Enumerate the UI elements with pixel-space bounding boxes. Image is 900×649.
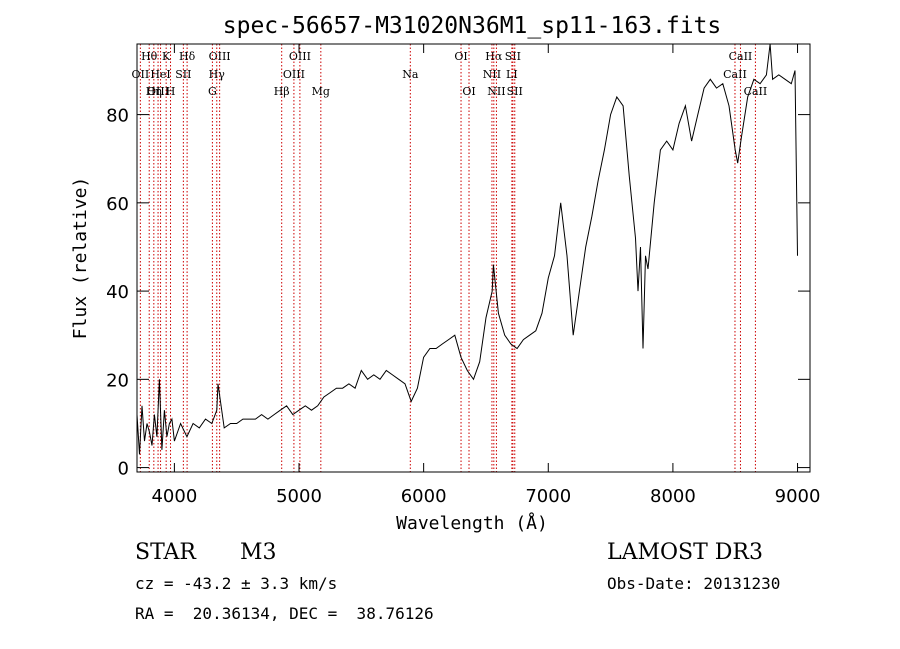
y-tick-label: 60 (106, 194, 129, 215)
spectral-line-label: G (208, 85, 217, 98)
spectral-line-label: NII (487, 85, 505, 98)
spectral-line-label: OIII (147, 85, 169, 98)
spectral-line-label: Hα (485, 50, 503, 63)
spectral-line-label: OIII (209, 50, 231, 63)
spectral-line-label: Hδ (179, 50, 196, 63)
spectral-line-label: Hβ (274, 85, 290, 98)
survey-name: LAMOST DR3 (607, 540, 763, 565)
spectral-line-label: SII (505, 50, 521, 63)
redshift-cz: cz = -43.2 ± 3.3 km/s (135, 574, 338, 593)
spectral-line-label: Hγ (209, 68, 226, 81)
spectral-line-label: CaII (723, 68, 747, 81)
y-tick-label: 20 (106, 370, 129, 391)
y-tick-label: 80 (106, 106, 129, 127)
y-tick-label: 40 (106, 282, 129, 303)
spectral-line-label: H (166, 85, 176, 98)
object-type: STAR (135, 540, 196, 565)
spectral-line-label: CaII (729, 50, 753, 63)
x-tick-label: 6000 (401, 486, 447, 507)
object-subclass: M3 (240, 540, 277, 565)
spectral-line-label: OI (454, 50, 467, 63)
spectral-line-label: OIII (283, 68, 305, 81)
x-tick-label: 5000 (276, 486, 322, 507)
y-tick-label: 0 (118, 459, 129, 480)
spectral-line-label: LI (506, 68, 518, 81)
x-tick-label: 9000 (775, 486, 821, 507)
ra-dec: RA = 20.36134, DEC = 38.76126 (135, 604, 434, 623)
spectral-line-label: OIII (289, 50, 311, 63)
chart-title: spec-56657-M31020N36M1_sp11-163.fits (223, 13, 722, 39)
x-axis-label: Wavelength (Å) (396, 512, 548, 534)
spectrum-line (136, 43, 798, 455)
spectral-line-label: OII (132, 68, 150, 81)
spectral-line-label: OI (462, 85, 475, 98)
spectral-line-label: SII (175, 68, 191, 81)
x-tick-label: 7000 (525, 486, 571, 507)
spectral-line-label: Na (402, 68, 419, 81)
plot-frame (136, 43, 811, 473)
spectral-line-label: K (162, 50, 171, 63)
spectral-line-label: Hη (146, 85, 162, 98)
spectral-line-label: HeI (150, 68, 170, 81)
spectral-line-label: CaII (744, 85, 768, 98)
x-tick-label: 8000 (650, 486, 696, 507)
y-axis-label: Flux (relative) (70, 177, 91, 340)
spectral-line-label: Hθ (141, 50, 158, 63)
spectral-line-label: Mg (312, 85, 330, 98)
spectral-line-label: NII (483, 68, 501, 81)
spectral-line-label: SII (507, 85, 523, 98)
obs-date: Obs-Date: 20131230 (607, 574, 781, 593)
x-tick-label: 4000 (151, 486, 197, 507)
